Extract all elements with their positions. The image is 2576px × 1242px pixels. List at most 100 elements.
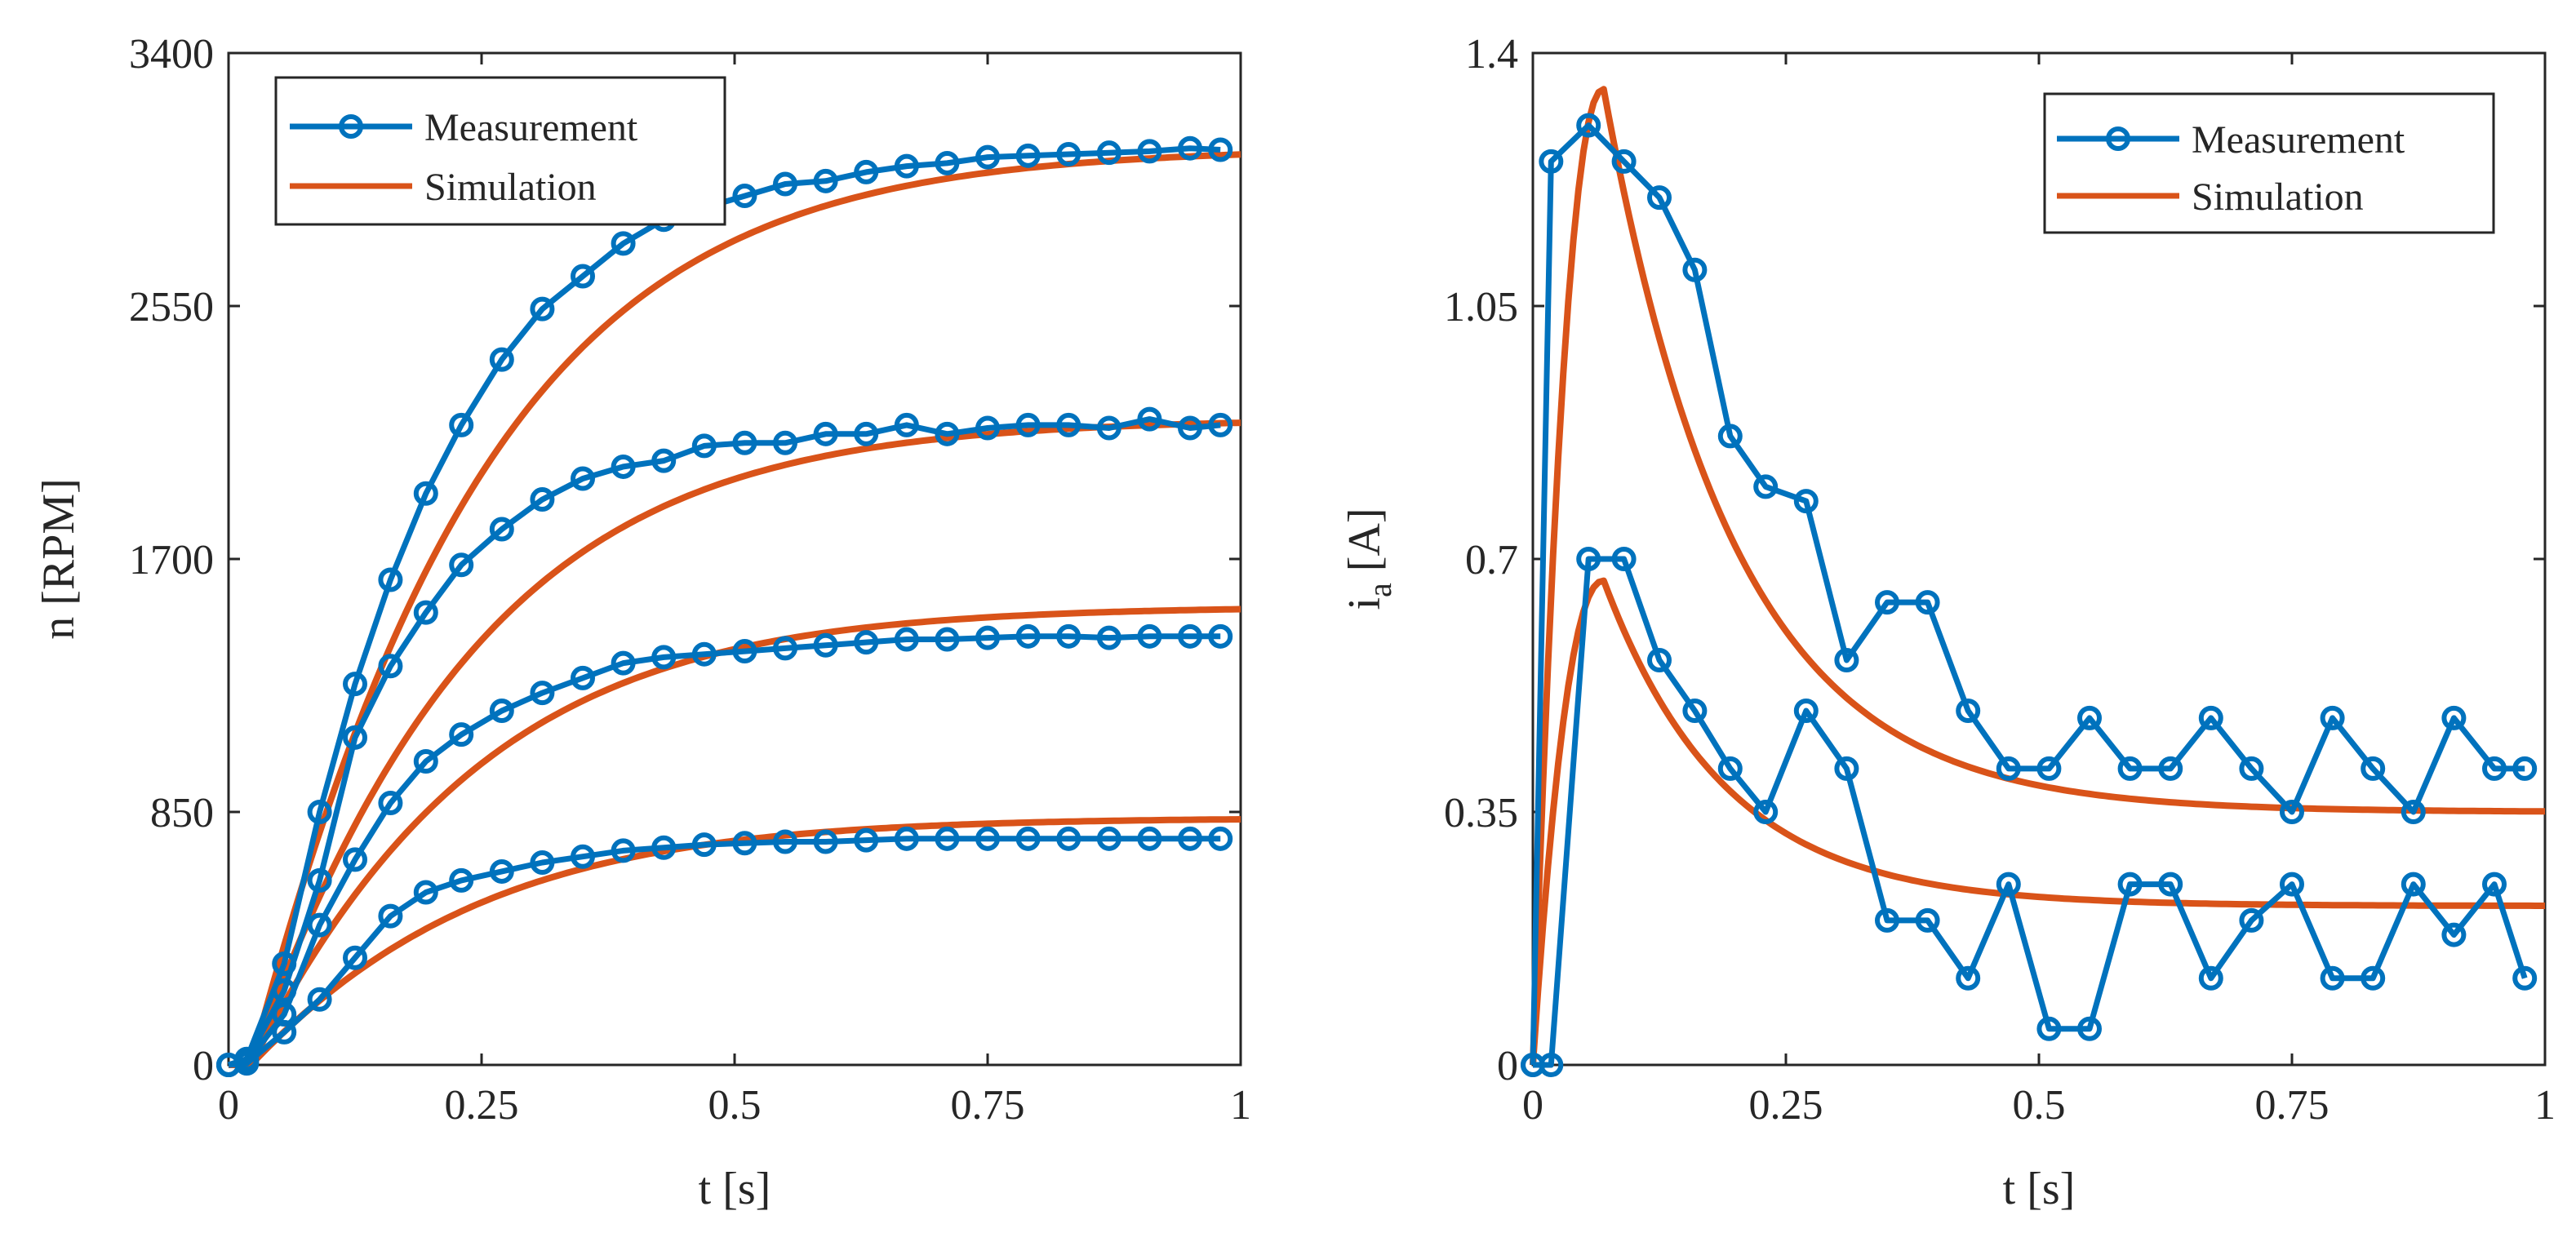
speed-measurement-point xyxy=(732,430,757,455)
current-measurement-point xyxy=(2401,800,2426,824)
current-measurement-point xyxy=(2512,756,2538,781)
speed-measurement-point xyxy=(449,552,474,578)
speed-y-tick-label: 0 xyxy=(193,1043,214,1089)
speed-measurement-point xyxy=(571,466,595,491)
current-measurement-point xyxy=(1875,907,1899,933)
speed-measurement-point xyxy=(935,826,960,851)
current-measurement-point xyxy=(2117,756,2143,781)
current-measurement-point xyxy=(2036,1016,2062,1041)
speed-measurement-point xyxy=(343,847,367,872)
speed-measurement-point xyxy=(1015,623,1041,649)
current-measurement-point xyxy=(2198,965,2223,991)
current-measurement-point xyxy=(1753,800,1779,824)
speed-measurement-point xyxy=(343,672,367,697)
speed-legend-simulation-label: Simulation xyxy=(424,166,597,209)
current-measurement-point xyxy=(1996,872,2021,897)
speed-measurement-point xyxy=(1137,406,1162,432)
speed-series xyxy=(216,135,1241,1077)
speed-measurement-point xyxy=(854,159,879,184)
current-measurement-point xyxy=(1611,149,1637,174)
speed-legend-box xyxy=(274,76,726,226)
speed-measurement-point xyxy=(530,487,555,512)
speed-axis-ticks: 0 0.25 0.5 0.75 1 0 850 1700 2550 3400 xyxy=(129,31,1251,1129)
speed-measurement-point xyxy=(571,264,595,289)
speed-legend-measurement-label: Measurement xyxy=(424,106,638,149)
speed-measurement-point xyxy=(651,448,677,473)
speed-measurement-point xyxy=(732,639,757,664)
speed-measurement-point xyxy=(813,168,838,193)
speed-measurement-point xyxy=(894,627,919,652)
current-measurement-point xyxy=(1753,474,1779,499)
speed-measurement-point xyxy=(530,850,555,875)
current-legend-measurement-marker xyxy=(2106,126,2130,151)
current-x-tick-label: 1 xyxy=(2534,1082,2556,1129)
speed-measurement-point xyxy=(1137,826,1162,851)
current-y-axis-unit: [A] xyxy=(1339,508,1390,583)
speed-measurement-point xyxy=(1015,143,1041,168)
speed-measurement-point xyxy=(1137,139,1162,164)
speed-measurement-point xyxy=(1208,412,1233,437)
current-measurement-point xyxy=(2158,872,2183,897)
speed-x-axis-label: t [s] xyxy=(699,1164,771,1214)
speed-measurement-point xyxy=(813,829,838,854)
speed-measurement-point xyxy=(413,481,438,506)
speed-measurement-point xyxy=(691,832,717,858)
speed-measurement-point xyxy=(1178,135,1202,161)
speed-measurement-point xyxy=(413,749,438,774)
speed-measurement-point xyxy=(813,632,838,658)
current-measurement-point xyxy=(1793,489,1819,514)
speed-measurement-point xyxy=(1096,415,1121,441)
speed-measurement-point xyxy=(975,415,1000,441)
current-measurement-point xyxy=(2036,756,2062,781)
speed-measurement-point xyxy=(611,838,636,863)
speed-measurement-point xyxy=(1208,826,1233,851)
current-measurement-point xyxy=(1539,149,1564,174)
speed-chart: 0 0.25 0.5 0.75 1 0 850 1700 2550 3400 t [s] n [R… xyxy=(33,31,1251,1214)
current-y-axis-label: ia [A] xyxy=(1339,508,1398,610)
speed-measurement-point xyxy=(773,636,797,661)
speed-measurement-point xyxy=(530,296,555,322)
current-legend-measurement-label: Measurement xyxy=(2192,118,2405,162)
current-y-tick-label: 1.05 xyxy=(1444,284,1518,330)
speed-measurement-point xyxy=(1208,137,1233,162)
current-measurement-point xyxy=(2512,965,2538,991)
current-measurement-point xyxy=(1576,547,1601,571)
current-x-axis-label: t [s] xyxy=(2003,1164,2076,1214)
speed-measurement-point xyxy=(571,844,595,869)
speed-legend: Measurement Simulation xyxy=(274,76,726,226)
speed-measurement-point xyxy=(935,627,960,652)
speed-measurement-point xyxy=(894,412,919,437)
speed-measurement-point xyxy=(773,171,797,197)
current-measurement-point xyxy=(2158,756,2183,781)
current-measurement-point xyxy=(2441,922,2467,947)
current-measurement-point xyxy=(1576,113,1601,138)
current-measurement-point xyxy=(1682,257,1708,282)
current-measurement-point xyxy=(1915,907,1940,933)
speed-measurement-point xyxy=(234,1051,260,1076)
speed-y-tick-label: 1700 xyxy=(129,537,214,583)
current-y-tick-label: 0.7 xyxy=(1465,537,1518,583)
speed-x-tick-label: 0.75 xyxy=(951,1082,1025,1129)
current-measurement-point xyxy=(2198,705,2223,730)
current-series xyxy=(1521,86,2545,1077)
current-simulation-line-3 xyxy=(1530,577,2545,1066)
current-measurement-point xyxy=(2361,756,2386,781)
speed-measurement-point xyxy=(854,827,879,853)
speed-measurement-point xyxy=(343,945,367,970)
current-measurement-line-1 xyxy=(1533,556,2528,1068)
speed-y-tick-label: 850 xyxy=(150,790,214,836)
current-legend-box xyxy=(2043,92,2495,234)
speed-simulation-line-5 xyxy=(229,419,1241,1068)
current-x-tick-label: 0 xyxy=(1522,1082,1543,1129)
speed-measurement-point xyxy=(1178,826,1202,851)
current-measurement-point xyxy=(1539,1053,1564,1077)
speed-measurement-point xyxy=(307,912,332,938)
speed-measurement-point xyxy=(1178,415,1202,441)
speed-measurement-point xyxy=(894,153,919,179)
current-measurement-point xyxy=(1717,756,1743,781)
current-measurement-point xyxy=(1717,424,1743,449)
speed-measurement-point xyxy=(691,433,717,459)
speed-measurement-point xyxy=(935,150,960,175)
current-y-tick-label: 0 xyxy=(1497,1043,1518,1089)
speed-measurement-point xyxy=(651,835,677,860)
